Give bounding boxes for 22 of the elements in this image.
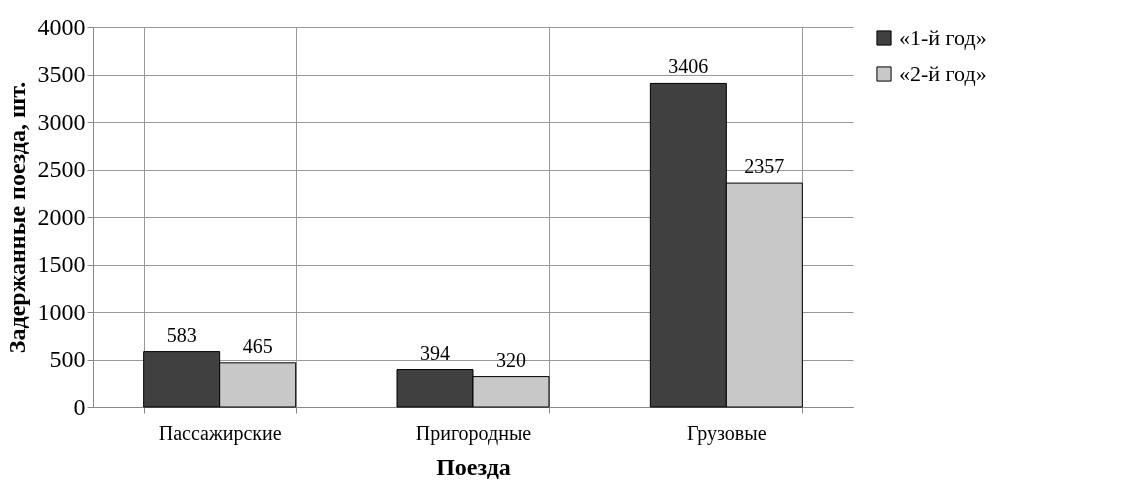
data-label: 320 bbox=[496, 348, 526, 371]
data-label: 394 bbox=[420, 341, 450, 364]
y-tick-label: 2000 bbox=[37, 203, 86, 230]
x-axis-title: Поезда bbox=[436, 453, 511, 480]
y-tick-label: 1000 bbox=[37, 298, 86, 325]
data-label: 3406 bbox=[668, 55, 709, 78]
legend-label: «2-й год» bbox=[899, 61, 987, 86]
y-tick-label: 3000 bbox=[37, 108, 86, 135]
y-tick-label: 3500 bbox=[37, 61, 86, 87]
data-label: 465 bbox=[242, 334, 273, 357]
y-tick-label: 500 bbox=[49, 346, 86, 372]
x-tick-label: Грузовые bbox=[687, 421, 767, 445]
y-tick-label: 2500 bbox=[37, 156, 86, 182]
y-axis-title: Задержанные поезда, шт. bbox=[3, 81, 30, 354]
y-tick-label: 4000 bbox=[37, 13, 86, 40]
data-label: 583 bbox=[166, 323, 197, 346]
x-tick-label: Пригородные bbox=[415, 421, 532, 445]
data-label: 2357 bbox=[744, 155, 785, 178]
legend-label: «1-й год» bbox=[899, 25, 987, 50]
y-tick-label: 0 bbox=[73, 393, 86, 420]
y-tick-label: 1500 bbox=[37, 251, 86, 277]
x-tick-label: Пассажирские bbox=[158, 421, 282, 445]
